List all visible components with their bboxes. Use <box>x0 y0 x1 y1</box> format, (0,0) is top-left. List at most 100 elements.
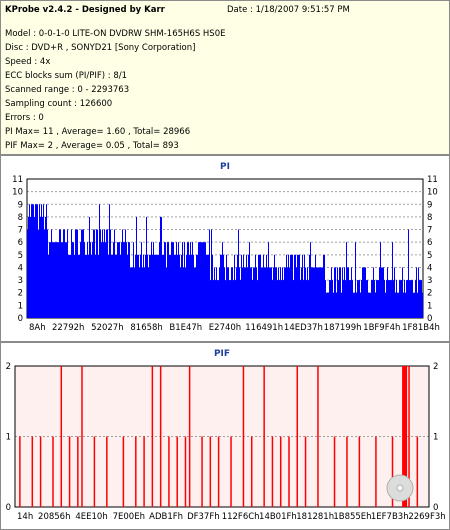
pif-bar <box>296 366 299 507</box>
pi-ytick-right: 10 <box>427 188 438 198</box>
pi-bar <box>175 254 176 318</box>
pi-xtick: 22792h <box>52 323 84 333</box>
pi-bar <box>326 292 327 318</box>
pif-xtick: 1EF7B3h <box>371 512 409 522</box>
pi-bar <box>149 254 150 318</box>
pi-bar <box>224 267 225 318</box>
pif-bar <box>317 366 319 507</box>
pi-bar <box>308 280 309 318</box>
pif-bar <box>416 436 419 507</box>
pi-bar <box>120 254 121 318</box>
pi-bar <box>414 292 415 318</box>
pi-bar <box>233 280 234 318</box>
pi-bar <box>399 280 400 318</box>
pi-bar <box>244 267 245 318</box>
pi-bar <box>64 229 65 318</box>
pi-bar <box>201 242 202 318</box>
pi-bar <box>317 267 318 318</box>
pi-bar <box>116 254 117 318</box>
pi-bar <box>117 242 118 318</box>
pi-bar <box>91 254 92 318</box>
pi-bar <box>209 229 210 318</box>
pi-bar <box>57 242 58 318</box>
pi-bar <box>135 254 136 318</box>
pi-bar <box>176 242 177 318</box>
pi-bar <box>292 254 293 318</box>
pif-bar <box>333 436 336 507</box>
pi-bar <box>51 229 52 318</box>
pi-bar <box>248 254 249 318</box>
pif-bar <box>68 436 71 507</box>
pi-bar <box>84 242 85 318</box>
pi-bar <box>323 254 324 318</box>
disc-icon-hole <box>396 484 404 492</box>
pi-bar <box>111 254 112 318</box>
pi-bar <box>47 229 48 318</box>
pi-bar <box>368 292 369 318</box>
pi-bar <box>171 242 172 318</box>
pif-xtick: DF37Fh <box>187 512 220 522</box>
pi-bar <box>137 254 138 318</box>
pi-bar <box>192 242 193 318</box>
pi-bar <box>293 280 294 318</box>
pi-bar <box>229 280 230 318</box>
pi-bar <box>294 254 295 318</box>
pif-bar <box>81 366 83 507</box>
pi-bar <box>126 242 127 318</box>
pi-bar <box>213 280 214 318</box>
pi-bar <box>419 280 420 318</box>
pif-xtick: ADB1Fh <box>149 512 183 522</box>
pi-bar <box>252 280 253 318</box>
pi-bar <box>376 280 377 318</box>
pi-bar <box>33 204 34 318</box>
pi-bar <box>76 229 77 318</box>
pi-bar <box>392 242 393 318</box>
pif-bar <box>288 436 290 507</box>
pi-bar <box>271 267 272 318</box>
pi-bar <box>144 267 145 318</box>
pif-ytick-right: 0 <box>433 503 438 513</box>
pi-bar <box>185 267 186 318</box>
pi-bar <box>367 280 368 318</box>
pi-ytick-left: 5 <box>18 251 23 261</box>
pi-bar <box>174 254 175 318</box>
pi-bar <box>189 254 190 318</box>
pi-bar <box>331 267 332 318</box>
pi-bar <box>254 267 255 318</box>
pi-ytick-right: 1 <box>427 301 432 311</box>
pi-bar <box>259 254 260 318</box>
pi-bar <box>119 242 120 318</box>
pif-bar <box>375 436 377 507</box>
pi-bar <box>234 254 235 318</box>
pi-bar <box>300 280 301 318</box>
pif-bar <box>271 436 274 507</box>
pi-bar <box>143 254 144 318</box>
pi-bar <box>288 254 289 318</box>
pi-bar <box>388 280 389 318</box>
pi-bar <box>364 267 365 318</box>
pi-bar <box>77 229 78 318</box>
pi-bar <box>421 280 422 318</box>
range-line: Scanned range : 0 - 2293763 <box>5 85 130 95</box>
pi-bar <box>404 280 405 318</box>
pi-bar <box>382 267 383 318</box>
pi-bar <box>390 280 391 318</box>
pi-bar <box>375 292 376 318</box>
pi-bar <box>167 242 168 318</box>
pi-bar <box>281 280 282 318</box>
pi-bar <box>32 204 33 318</box>
pi-bar <box>380 242 381 318</box>
pi-bar <box>182 242 183 318</box>
app-title: KProbe v2.4.2 - Designed by Karr <box>5 5 165 15</box>
pif-xtick: 112F6Ch <box>222 512 260 522</box>
pi-bar <box>400 280 401 318</box>
pi-bar <box>325 280 326 318</box>
pi-bar <box>147 254 148 318</box>
pi-bar <box>142 267 143 318</box>
pi-bar <box>148 267 149 318</box>
pif-xtick: 14h <box>17 512 33 522</box>
pi-bar <box>246 254 247 318</box>
pi-bar <box>357 280 358 318</box>
pi-bar <box>199 242 200 318</box>
pi-bar <box>105 242 106 318</box>
